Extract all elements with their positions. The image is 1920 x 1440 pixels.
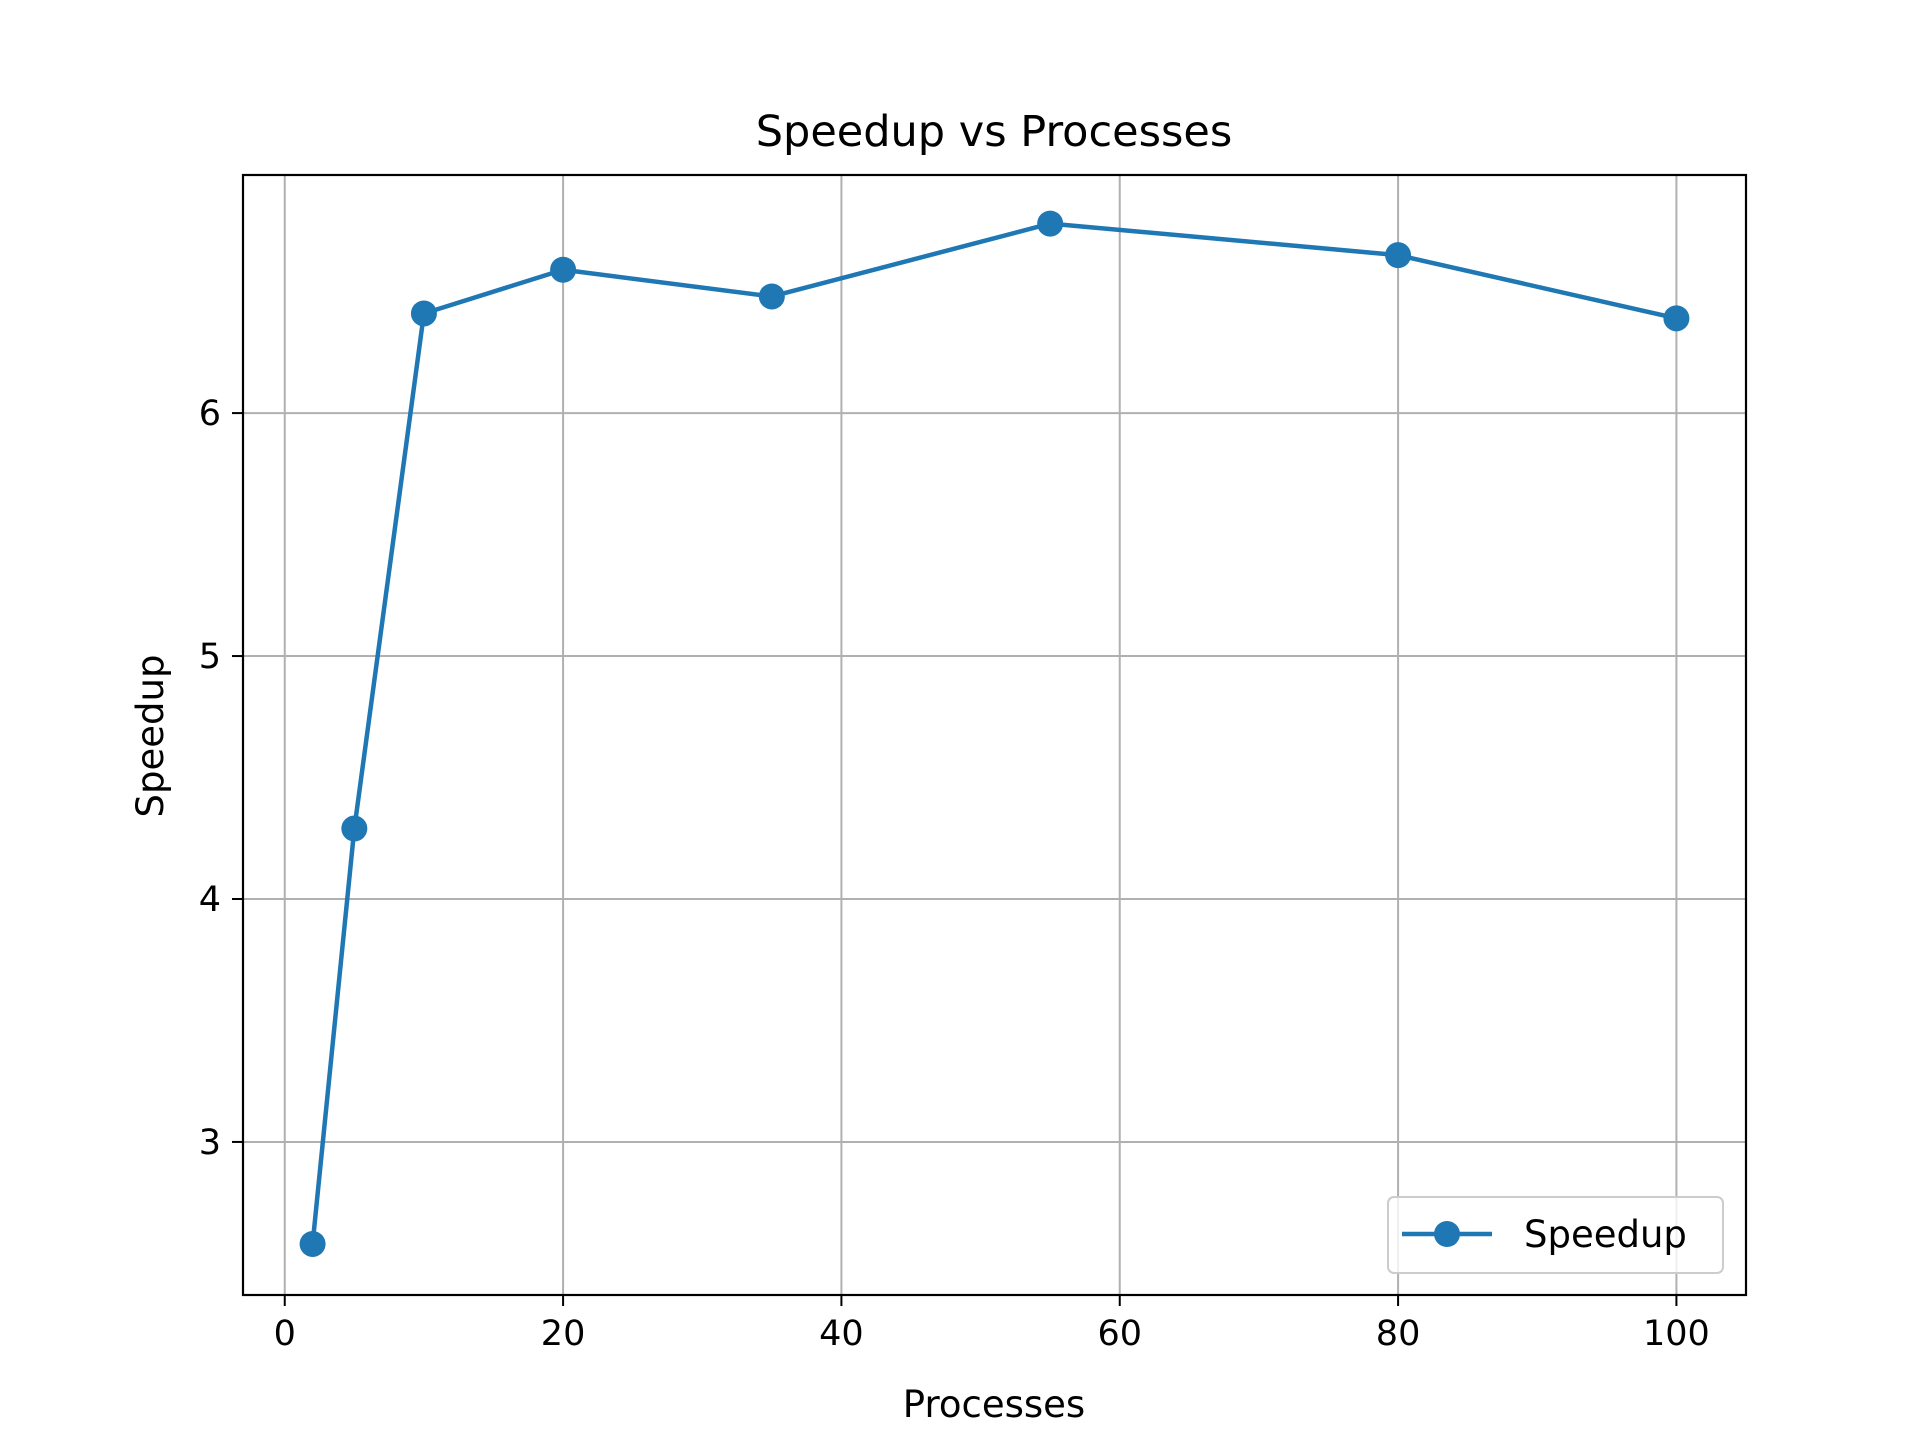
speedup-data-point <box>299 1230 326 1257</box>
ticks: 0 20 40 60 80 100 3 4 5 6 <box>199 394 1710 1354</box>
speedup-data-point <box>1037 210 1064 237</box>
x-tick-label: 0 <box>274 1314 296 1354</box>
y-tick-label: 3 <box>199 1123 221 1163</box>
series-layer <box>299 210 1690 1257</box>
speedup-data-point <box>410 300 437 327</box>
x-tick-label: 60 <box>1097 1314 1142 1354</box>
speedup-data-point <box>341 815 368 842</box>
speedup-data-point <box>550 256 577 283</box>
plot-frame <box>241 173 1748 1297</box>
x-tick-label: 100 <box>1643 1314 1710 1354</box>
grid <box>243 175 1746 1295</box>
speedup-data-point <box>1385 242 1412 269</box>
legend-label: Speedup <box>1524 1213 1687 1256</box>
speedup-data-point <box>758 283 785 310</box>
legend-marker-sample <box>1434 1221 1460 1247</box>
x-tick-label: 40 <box>819 1314 864 1354</box>
x-tick-label: 20 <box>541 1314 586 1354</box>
x-tick-label: 80 <box>1376 1314 1421 1354</box>
x-axis-label: Processes <box>903 1383 1085 1426</box>
y-tick-label: 4 <box>199 880 221 920</box>
chart-title: Speedup vs Processes <box>756 107 1233 157</box>
legend: Speedup <box>1387 1196 1724 1274</box>
y-axis-label: Speedup <box>129 655 172 818</box>
y-tick-label: 6 <box>199 394 221 434</box>
speedup-series-line <box>310 221 1677 1245</box>
legend-box <box>1387 1196 1724 1274</box>
speedup-data-point <box>1663 305 1690 332</box>
y-tick-label: 5 <box>199 637 221 677</box>
